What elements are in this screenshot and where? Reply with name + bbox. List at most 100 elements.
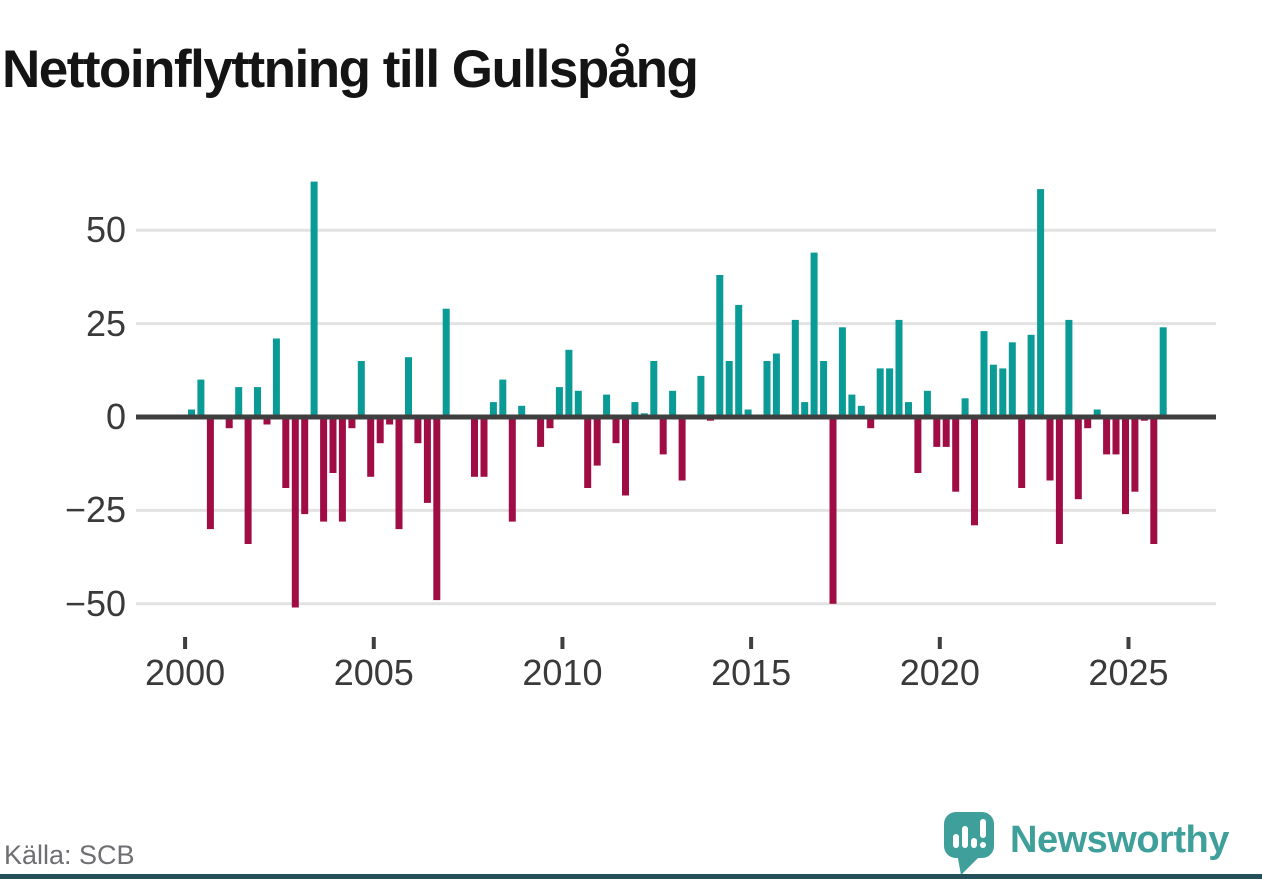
bar-2017-q4 xyxy=(857,405,865,417)
x-axis-ticks xyxy=(183,637,1131,649)
bar-2011-q1 xyxy=(603,394,611,417)
bar-2024-q1 xyxy=(1093,409,1101,417)
bar-2023-q2 xyxy=(1065,319,1073,417)
bar-2023-q4 xyxy=(1084,417,1092,429)
bar-2009-q2 xyxy=(537,417,545,447)
bar-2005-q1 xyxy=(376,417,384,444)
x-axis-label: 2000 xyxy=(145,652,226,693)
source-note: Källa: SCB xyxy=(4,840,135,870)
x-axis-label: 2005 xyxy=(333,652,414,693)
bar-2000-q1 xyxy=(188,409,195,417)
bar-2002-q1 xyxy=(263,417,271,425)
bar-2003-q4 xyxy=(329,417,337,473)
bar-2009-q3 xyxy=(546,417,554,429)
bar-2009-q4 xyxy=(555,387,563,417)
bar-2013-q3 xyxy=(697,375,705,417)
bar-2021-q4 xyxy=(1008,342,1016,417)
bar-2018-q1 xyxy=(867,417,875,429)
bar-2001-q2 xyxy=(235,387,243,417)
bar-2025-q1 xyxy=(1131,417,1139,492)
bar-2005-q2 xyxy=(386,417,394,425)
y-axis-label: 25 xyxy=(85,302,126,344)
x-axis-label: 2025 xyxy=(1088,652,1169,693)
bar-2013-q1 xyxy=(678,417,686,481)
bar-2016-q1 xyxy=(791,319,799,417)
y-axis-label: 0 xyxy=(105,396,126,437)
bar-2008-q3 xyxy=(508,417,516,522)
bars-group xyxy=(188,181,1167,608)
bar-2017-q3 xyxy=(848,394,856,417)
bar-2018-q3 xyxy=(886,368,894,417)
bar-2011-q3 xyxy=(622,417,629,496)
bar-2011-q4 xyxy=(631,402,639,417)
bar-2005-q4 xyxy=(405,357,412,417)
bar-2003-q1 xyxy=(301,417,309,515)
bar-2024-q3 xyxy=(1112,417,1120,455)
bar-2016-q2 xyxy=(801,402,809,417)
bar-2020-q2 xyxy=(952,417,960,492)
bar-2004-q3 xyxy=(357,361,365,417)
newsworthy-logo[interactable]: Newsworthy xyxy=(944,812,1229,878)
bar-2005-q3 xyxy=(395,417,403,530)
bar-2021-q1 xyxy=(980,331,988,417)
bar-2014-q2 xyxy=(725,361,733,417)
bar-2010-q3 xyxy=(584,417,592,488)
bar-2022-q2 xyxy=(1027,334,1035,417)
bar-2014-q1 xyxy=(716,275,724,417)
bar-2019-q1 xyxy=(905,402,912,417)
bar-2012-q3 xyxy=(659,417,667,455)
bar-2024-q4 xyxy=(1122,417,1129,515)
bar-2018-q2 xyxy=(876,368,884,417)
bar-2014-q3 xyxy=(735,304,743,417)
bar-2010-q4 xyxy=(593,417,601,466)
bar-2025-q3 xyxy=(1150,417,1158,544)
bar-2020-q4 xyxy=(971,417,978,526)
x-axis-label: 2010 xyxy=(522,652,603,693)
bar-2004-q4 xyxy=(367,417,375,477)
bar-2012-q2 xyxy=(650,361,658,417)
newsworthy-logo-icon xyxy=(944,812,994,875)
bar-2007-q3 xyxy=(471,417,478,477)
bar-2007-q4 xyxy=(480,417,488,477)
bar-2023-q3 xyxy=(1074,417,1082,500)
bar-2020-q3 xyxy=(961,398,969,417)
bar-2022-q3 xyxy=(1037,189,1045,417)
bar-2022-q4 xyxy=(1046,417,1054,481)
bar-2004-q2 xyxy=(348,417,356,429)
bar-2014-q4 xyxy=(744,409,752,417)
x-axis-label: 2020 xyxy=(899,652,980,693)
bar-2017-q2 xyxy=(838,327,846,417)
bar-2012-q4 xyxy=(669,390,677,417)
bar-2010-q2 xyxy=(574,390,582,417)
bar-2003-q3 xyxy=(320,417,328,522)
bar-2016-q4 xyxy=(820,361,828,417)
bar-2015-q2 xyxy=(763,361,771,417)
newsworthy-wordmark: Newsworthy xyxy=(1010,819,1229,861)
bar-2001-q3 xyxy=(244,417,252,544)
bar-2002-q2 xyxy=(272,338,280,417)
bar-2020-q1 xyxy=(942,417,950,447)
bar-2017-q1 xyxy=(829,417,837,604)
x-axis-label: 2015 xyxy=(711,652,792,693)
bar-2001-q1 xyxy=(225,417,233,429)
y-axis-label: −25 xyxy=(64,489,126,531)
bar-2004-q1 xyxy=(338,417,346,522)
bar-2008-q2 xyxy=(499,379,507,417)
bar-2015-q3 xyxy=(772,353,780,417)
bar-2011-q2 xyxy=(612,417,620,444)
y-axis-label: −50 xyxy=(64,582,126,624)
bar-2018-q4 xyxy=(895,319,903,417)
bar-2000-q2 xyxy=(197,379,205,417)
bar-2010-q1 xyxy=(565,349,573,417)
bar-2002-q3 xyxy=(282,417,290,488)
bar-2019-q4 xyxy=(933,417,941,447)
bar-2006-q1 xyxy=(414,417,422,444)
bar-2006-q4 xyxy=(442,308,450,417)
bar-2019-q3 xyxy=(923,390,931,417)
bar-2023-q1 xyxy=(1055,417,1063,544)
bar-2006-q3 xyxy=(433,417,441,601)
bar-2008-q4 xyxy=(518,405,526,417)
bar-2016-q3 xyxy=(810,252,818,417)
